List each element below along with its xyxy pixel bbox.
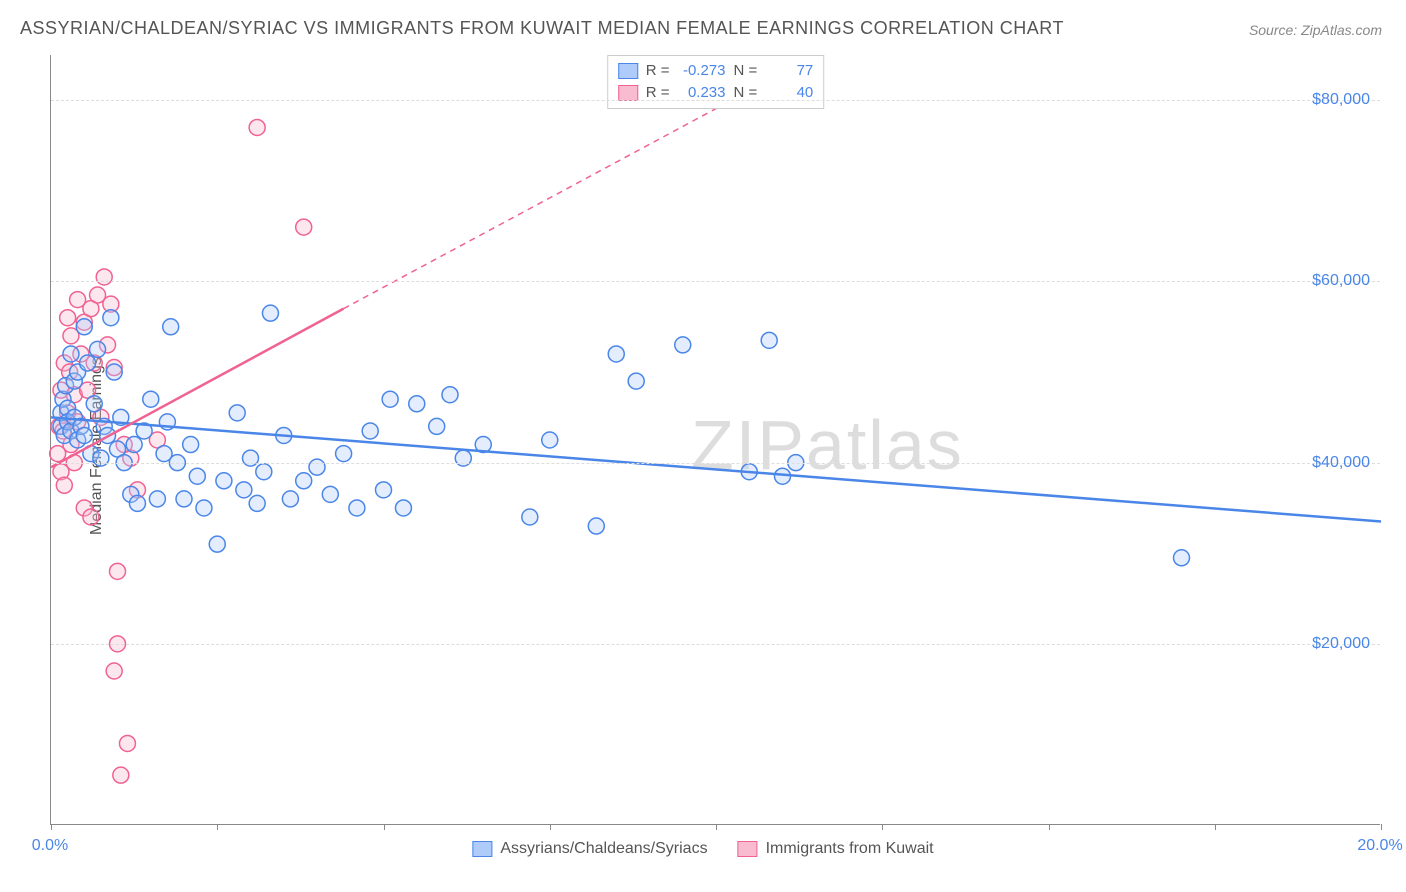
legend-label-2: Immigrants from Kuwait: [766, 840, 934, 858]
scatter-point: [236, 482, 252, 498]
scatter-point: [110, 563, 126, 579]
r-value-1: -0.273: [678, 60, 726, 82]
xtick-mark: [550, 824, 551, 830]
scatter-point: [349, 500, 365, 516]
legend-item-1: Assyrians/Chaldeans/Syriacs: [472, 840, 707, 858]
scatter-point: [76, 427, 92, 443]
n-label-1: N =: [734, 60, 758, 82]
xtick-mark: [217, 824, 218, 830]
scatter-point: [382, 391, 398, 407]
scatter-point: [249, 495, 265, 511]
gridline: [51, 100, 1380, 101]
scatter-point: [542, 432, 558, 448]
scatter-point: [189, 468, 205, 484]
scatter-point: [106, 663, 122, 679]
swatch-series-2: [618, 85, 638, 101]
scatter-point: [106, 364, 122, 380]
legend-stats-row-1: R = -0.273 N = 77: [618, 60, 814, 82]
xtick-label: 20.0%: [1357, 837, 1402, 855]
scatter-point: [761, 332, 777, 348]
scatter-point: [243, 450, 259, 466]
scatter-point: [249, 119, 265, 135]
xtick-label: 0.0%: [32, 837, 68, 855]
scatter-point: [129, 495, 145, 511]
ytick-label: $80,000: [1312, 91, 1370, 109]
xtick-mark: [882, 824, 883, 830]
scatter-point: [282, 491, 298, 507]
scatter-point: [455, 450, 471, 466]
scatter-point: [608, 346, 624, 362]
scatter-point: [429, 418, 445, 434]
ytick-label: $40,000: [1312, 454, 1370, 472]
xtick-mark: [51, 824, 52, 830]
legend-item-2: Immigrants from Kuwait: [738, 840, 934, 858]
n-value-1: 77: [765, 60, 813, 82]
scatter-point: [296, 219, 312, 235]
scatter-point: [196, 500, 212, 516]
scatter-point: [63, 346, 79, 362]
scatter-point: [588, 518, 604, 534]
plot-area: ZIPatlas R = -0.273 N = 77 R = 0.233 N =…: [50, 55, 1380, 825]
scatter-point: [262, 305, 278, 321]
scatter-point: [216, 473, 232, 489]
scatter-point: [675, 337, 691, 353]
scatter-point: [83, 509, 99, 525]
scatter-point: [96, 269, 112, 285]
scatter-point: [103, 310, 119, 326]
scatter-point: [119, 735, 135, 751]
r-label-1: R =: [646, 60, 670, 82]
swatch-bottom-1: [472, 841, 492, 857]
scatter-point: [183, 437, 199, 453]
gridline: [51, 644, 1380, 645]
scatter-point: [409, 396, 425, 412]
chart-title: ASSYRIAN/CHALDEAN/SYRIAC VS IMMIGRANTS F…: [20, 18, 1064, 39]
scatter-point: [113, 767, 129, 783]
scatter-point: [336, 446, 352, 462]
swatch-bottom-2: [738, 841, 758, 857]
xtick-mark: [1381, 824, 1382, 830]
scatter-point: [362, 423, 378, 439]
legend-label-1: Assyrians/Chaldeans/Syriacs: [500, 840, 707, 858]
scatter-point: [296, 473, 312, 489]
ytick-label: $20,000: [1312, 635, 1370, 653]
scatter-point: [1174, 550, 1190, 566]
scatter-point: [322, 486, 338, 502]
scatter-point: [395, 500, 411, 516]
xtick-mark: [384, 824, 385, 830]
scatter-point: [163, 319, 179, 335]
scatter-point: [442, 387, 458, 403]
scatter-point: [309, 459, 325, 475]
scatter-point: [80, 355, 96, 371]
swatch-series-1: [618, 63, 638, 79]
xtick-mark: [1215, 824, 1216, 830]
scatter-point: [93, 450, 109, 466]
xtick-mark: [716, 824, 717, 830]
scatter-point: [628, 373, 644, 389]
chart-container: ASSYRIAN/CHALDEAN/SYRIAC VS IMMIGRANTS F…: [0, 0, 1406, 892]
gridline: [51, 281, 1380, 282]
gridline: [51, 463, 1380, 464]
scatter-point: [522, 509, 538, 525]
legend-series: Assyrians/Chaldeans/Syriacs Immigrants f…: [472, 840, 933, 858]
scatter-point: [76, 319, 92, 335]
source-attribution: Source: ZipAtlas.com: [1249, 22, 1382, 38]
scatter-point: [56, 477, 72, 493]
scatter-point: [209, 536, 225, 552]
xtick-mark: [1049, 824, 1050, 830]
chart-svg: [51, 55, 1380, 824]
scatter-point: [126, 437, 142, 453]
ytick-label: $60,000: [1312, 272, 1370, 290]
scatter-point: [149, 491, 165, 507]
scatter-point: [376, 482, 392, 498]
scatter-point: [86, 396, 102, 412]
scatter-point: [143, 391, 159, 407]
scatter-point: [90, 341, 106, 357]
scatter-point: [229, 405, 245, 421]
scatter-point: [60, 310, 76, 326]
scatter-point: [176, 491, 192, 507]
scatter-point: [256, 464, 272, 480]
